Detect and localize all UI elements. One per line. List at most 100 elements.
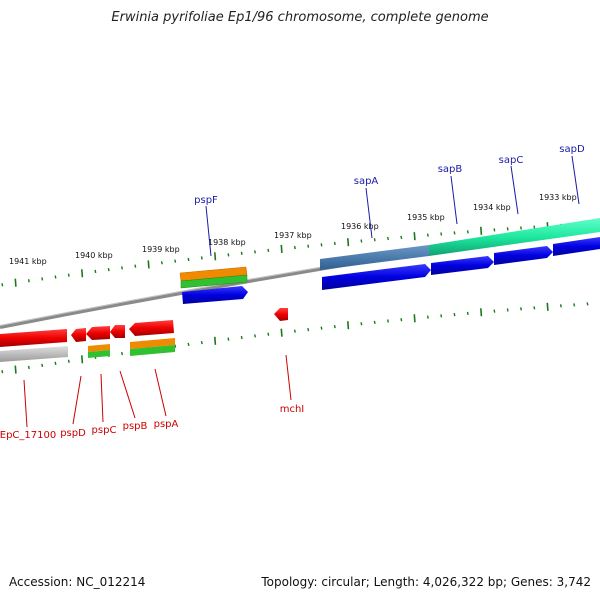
upper-tick-39 [520,226,522,230]
upper-tick-28 [373,238,376,242]
upper-tick-7 [94,269,97,274]
upper-tick-6 [81,269,84,278]
lower-tick-35 [466,311,469,316]
lower-tick-27 [360,322,363,326]
lower-tick-1 [14,365,17,374]
tick-label-1940: 1940 kbp [75,251,113,260]
lower-tick-14 [187,342,190,346]
upper-tick-26 [347,238,350,247]
lower-tick-33 [440,314,443,318]
upper-tick-29 [387,236,389,241]
upper-tick-4 [54,275,57,279]
tick-label-1933: 1933 kbp [539,193,577,202]
gene-pspC-green [88,350,110,358]
tick-label-1936: 1936 kbp [341,222,379,231]
lower-tick-19 [254,334,256,338]
upper-tick-23 [307,244,310,248]
lower-tick-9 [121,351,123,356]
lower-tick-38 [506,308,509,312]
upper-tick-31 [413,232,416,241]
lower-tick-16 [214,336,217,345]
gene-pspF-blue [182,286,248,304]
upper-tick-1 [14,278,17,287]
lower-tick-26 [347,321,350,330]
upper-tick-35 [466,230,469,234]
lower-tick-2 [27,365,30,370]
gene-sapD-blue [553,237,600,256]
upper-tick-14 [187,257,190,262]
gene-EpC_17100-gray [0,346,68,362]
gene-label-pspB: pspB [123,421,148,432]
lower-tick-44 [586,302,589,306]
upper-tick-13 [174,259,177,263]
lower-tick-5 [67,359,70,363]
gene-sapB-blue [431,256,494,275]
gene-label-sapD: sapD [559,144,585,155]
upper-tick-17 [227,253,230,257]
lower-tick-43 [573,303,576,307]
lower-tick-17 [227,337,230,341]
upper-tick-32 [426,233,429,237]
gene-sap-steel [320,245,429,270]
upper-tick-2 [27,279,30,283]
lower-tick-31 [413,314,416,323]
lower-tick-28 [373,320,376,325]
upper-tick-25 [333,241,336,246]
reverse-features [0,308,288,362]
forward-features [179,218,600,304]
lower-tick-42 [559,304,562,308]
gene-pspA-orange [130,338,175,349]
upper-tick-8 [107,268,110,272]
gene-label-pspC: pspC [92,425,117,436]
gene-pspF-green [180,274,248,289]
tick-label-1938: 1938 kbp [208,238,246,247]
lower-tick-15 [200,340,203,345]
gene-mchI-red [274,308,288,321]
lower-tick-18 [240,335,243,340]
gene-label-sapA: sapA [354,176,379,187]
gene-pspA-red [129,320,174,336]
upper-tick-21 [280,244,283,254]
gene-label-EpC_17100: EpC_17100 [0,430,56,441]
upper-tick-9 [121,266,123,270]
gene-label-pspF: pspF [194,195,218,206]
lower-tick-23 [307,327,310,332]
upper-tick-34 [453,231,456,235]
lower-tick-37 [493,309,496,313]
upper-tick-33 [440,232,443,236]
upper-tick-0 [1,283,4,287]
lower-tick-0 [1,370,4,374]
upper-tick-16 [214,252,217,261]
gene-sap-teal [429,218,600,256]
upper-tick-12 [160,261,163,265]
lower-tick-21 [280,328,283,337]
upper-tick-11 [147,260,150,269]
upper-tick-40 [533,225,536,229]
upper-tick-5 [67,273,70,277]
accession-text: Accession: NC_012214 [9,575,146,589]
gene-sapA-blue [322,264,431,290]
lower-tick-40 [533,306,536,310]
upper-tick-27 [360,239,363,243]
gene-pspA-green [130,345,175,356]
gene-label-mchI: mchI [280,404,305,415]
gene-EpC_17100-red [0,329,67,347]
upper-tick-36 [480,226,483,235]
upper-tick-10 [134,264,137,268]
lower-tick-4 [54,361,57,365]
lower-tick-39 [520,307,522,311]
gene-sapC-blue [494,246,553,265]
upper-tick-row [1,222,589,287]
gene-label-sapB: sapB [438,164,463,175]
lower-tick-30 [400,318,403,322]
upper-tick-37 [493,228,496,232]
tick-label-1941: 1941 kbp [9,257,47,266]
map-title: Erwinia pyrifoliae Ep1/96 chromosome, co… [111,10,489,25]
upper-tick-18 [240,251,243,255]
upper-tick-30 [400,235,403,239]
tick-label-1937: 1937 kbp [274,231,312,240]
lower-tick-20 [267,332,270,336]
lower-tick-25 [333,324,336,329]
gene-label-sapC: sapC [499,155,524,166]
